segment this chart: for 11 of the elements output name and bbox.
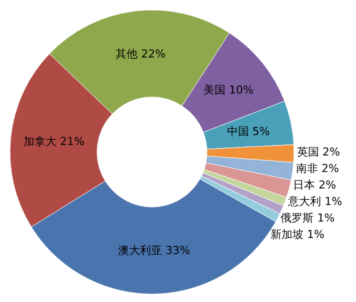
slice-label: 俄罗斯 1% (280, 212, 335, 224)
slice-label: 新加坡 1% (270, 228, 325, 241)
slice-label: 日本 2% (293, 178, 336, 192)
slice-label: 其他 22% (116, 48, 166, 61)
slice-label: 美国 10% (204, 84, 254, 97)
slice-label: 加拿大 21% (24, 135, 85, 148)
slice-label: 澳大利亚 33% (118, 244, 190, 257)
slice-label: 中国 5% (226, 125, 270, 138)
slice-label: 意大利 1% (287, 195, 342, 208)
slice-label: 南非 2% (296, 162, 339, 175)
slice-label: 英国 2% (297, 146, 340, 158)
